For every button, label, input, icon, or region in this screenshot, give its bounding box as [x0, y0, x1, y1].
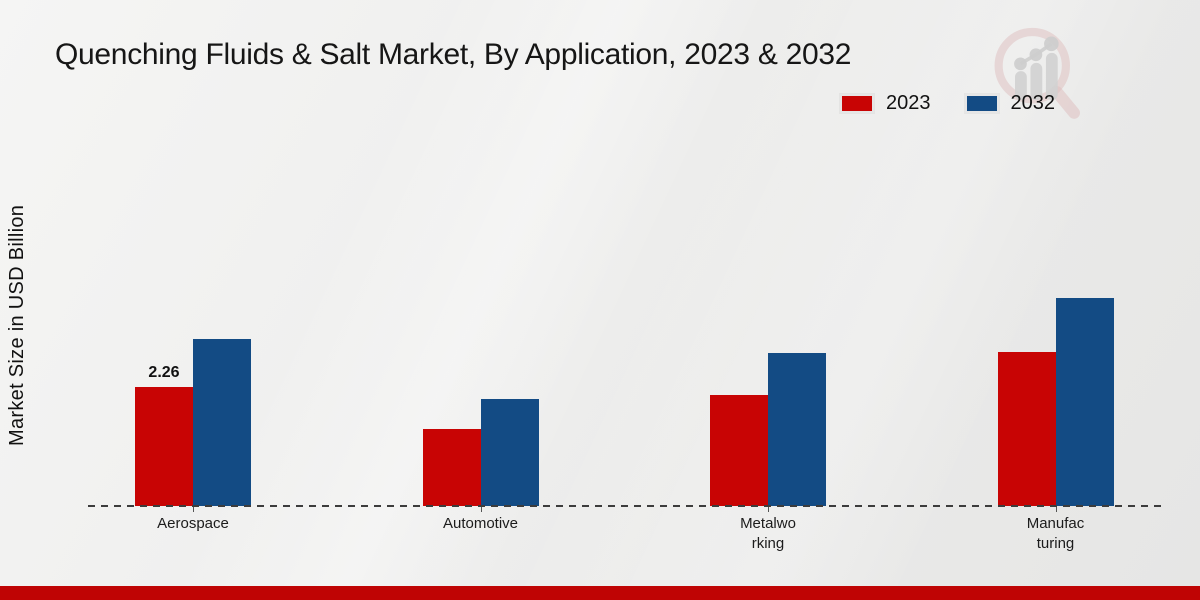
x-axis-baseline	[88, 505, 1165, 507]
bar-aerospace-2023	[135, 387, 193, 506]
bar-manufacturing-2032	[1055, 298, 1114, 506]
x-axis-tick	[768, 507, 769, 512]
category-label-automotive: Automotive	[442, 515, 519, 532]
bar-manufacturing-2023	[997, 352, 1056, 506]
legend: 2023 2032	[840, 92, 1055, 115]
bar-metalworking-2032	[768, 353, 826, 506]
bar-metalworking-2023	[710, 395, 768, 506]
bar-automotive-2032	[480, 399, 539, 506]
x-axis-tick	[193, 507, 194, 512]
chart-title: Quenching Fluids & Salt Market, By Appli…	[55, 38, 852, 71]
legend-label: 2023	[886, 92, 931, 114]
category-label-aerospace: Aerospace	[157, 515, 229, 532]
bar-value-label: 2.26	[148, 364, 180, 382]
x-axis-tick	[1055, 507, 1057, 512]
bar-automotive-2023	[422, 429, 481, 506]
legend-swatch-2032	[964, 94, 999, 113]
category-label-metalworking: Metalwo rking	[740, 515, 796, 552]
legend-swatch-2023	[840, 94, 874, 113]
legend-label: 2032	[1010, 92, 1056, 114]
legend-item-2023: 2023	[840, 92, 931, 115]
legend-item-2032: 2032	[964, 92, 1056, 115]
x-axis-tick	[480, 507, 482, 512]
bar-aerospace-2032	[193, 339, 251, 506]
growth-magnifier-logo-icon	[994, 27, 1080, 119]
footer-accent-bar	[0, 586, 1200, 600]
category-label-manufacturing: Manufac turing	[1026, 515, 1085, 552]
